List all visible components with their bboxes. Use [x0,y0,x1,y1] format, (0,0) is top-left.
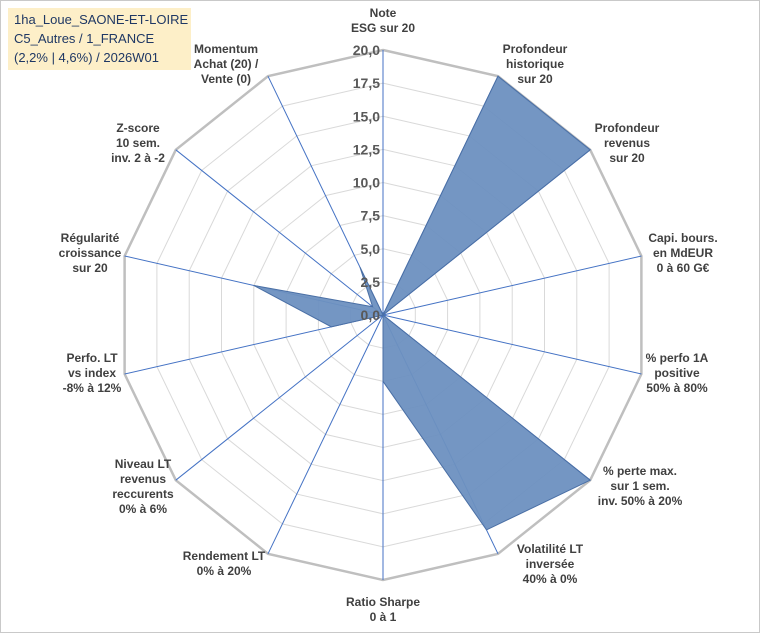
axis-spoke [382,314,642,375]
axis-label-line: reccurents [112,487,174,501]
axis-label-line: sur 20 [609,151,645,165]
tick-label: 12,5 [353,141,380,157]
title-line-3: (2,2% | 4,6%) / 2026W01 [14,50,160,65]
axis-label-line: Momentum [194,42,258,56]
axis-label: Ratio Sharpe 0 à 1 [346,595,420,624]
axis-label-line: inv. 2 à -2 [111,151,165,165]
axis-label-line: Profondeur [595,121,660,135]
axis-label-line: vs index [68,366,116,380]
axis-label-line: Rendement LT [183,549,266,563]
axis-label: Profondeur historique sur 20 [503,42,568,86]
axis-label-line: Ratio Sharpe [346,595,420,609]
axis-label-line: 50% à 80% [646,381,708,395]
axis-label-line: 0% à 6% [119,502,167,516]
axis-label-line: 10 sem. [116,136,160,150]
axis-label-line: inv. 50% à 20% [598,494,683,508]
axis-spoke [175,149,384,316]
title-line-2: C5_Autres / 1_FRANCE [14,31,155,46]
axis-label: Rendement LT 0% à 20% [183,549,266,578]
axis-label-line: Note [370,6,397,20]
axis-label-line: 0% à 20% [197,564,252,578]
axis-label-line: % perte max. [603,464,677,478]
axis-label-line: revenus [120,472,166,486]
axis-label: Profondeur revenus sur 20 [595,121,660,165]
axis-label-line: positive [654,366,700,380]
axis-label-line: Régularité [61,231,120,245]
tick-label: 20,0 [353,42,380,58]
tick-label: 17,5 [353,75,380,91]
axis-label-line: sur 1 sem. [610,479,669,493]
tick-label: 2,5 [361,274,381,290]
axis-label: Capi. bours. en MdEUR 0 à 60 G€ [648,231,717,275]
axis-spoke [175,314,384,481]
axis-label-line: 0 à 60 G€ [657,261,710,275]
tick-label: 0,0 [361,307,381,323]
title-line-1: 1ha_Loue_SAONE-ET-LOIRE [14,12,189,27]
axis-label: % perte max. sur 1 sem. inv. 50% à 20% [598,464,683,508]
axis-label-line: Achat (20) / [194,57,259,71]
axis-label-line: Capi. bours. [648,231,717,245]
axis-label-line: sur 20 [72,261,108,275]
axis-label-line: en MdEUR [653,246,713,260]
axis-spoke [267,314,384,555]
chart-title-box: 1ha_Loue_SAONE-ET-LOIRE C5_Autres / 1_FR… [8,8,191,70]
tick-label: 10,0 [353,175,380,191]
tick-label: 15,0 [353,108,380,124]
axis-label: Niveau LT revenus reccurents 0% à 6% [112,457,174,516]
axis-label-line: Perfo. LT [66,351,118,365]
tick-label: 5,0 [361,241,381,257]
tick-layer: 0,0 2,5 5,0 7,5 10,0 12,5 15,0 17,5 20,0 [353,42,380,323]
axis-label: Momentum Achat (20) / Vente (0) [194,42,259,86]
axis-label-line: % perfo 1A [646,351,709,365]
axis-label: Volatilité LT inversée 40% à 0% [517,542,584,586]
series-layer [253,75,592,531]
axis-spoke [382,255,642,316]
axis-label-line: ESG sur 20 [351,21,415,35]
axis-label-line: Profondeur [503,42,568,56]
axis-label-line: sur 20 [517,72,553,86]
axis-label: % perfo 1A positive 50% à 80% [646,351,709,395]
axis-label: Z-score 10 sem. inv. 2 à -2 [111,121,165,165]
axis-label-line: inversée [526,557,575,571]
axis-label: Perfo. LT vs index -8% à 12% [63,351,122,395]
axis-label-line: revenus [604,136,650,150]
axis-label-line: Volatilité LT [517,542,584,556]
axis-label-line: Z-score [116,121,160,135]
tick-label: 7,5 [361,208,381,224]
axis-label-line: historique [506,57,564,71]
axis-label: Régularité croissance sur 20 [59,231,122,275]
axis-label-line: -8% à 12% [63,381,122,395]
series-area [253,75,592,531]
axis-label-line: 0 à 1 [370,610,397,624]
axis-label-line: 40% à 0% [523,572,578,586]
axis-label-line: Vente (0) [201,72,251,86]
axis-label-line: Niveau LT [115,457,172,471]
axis-label-line: croissance [59,246,122,260]
axis-label: Note ESG sur 20 [351,6,415,35]
